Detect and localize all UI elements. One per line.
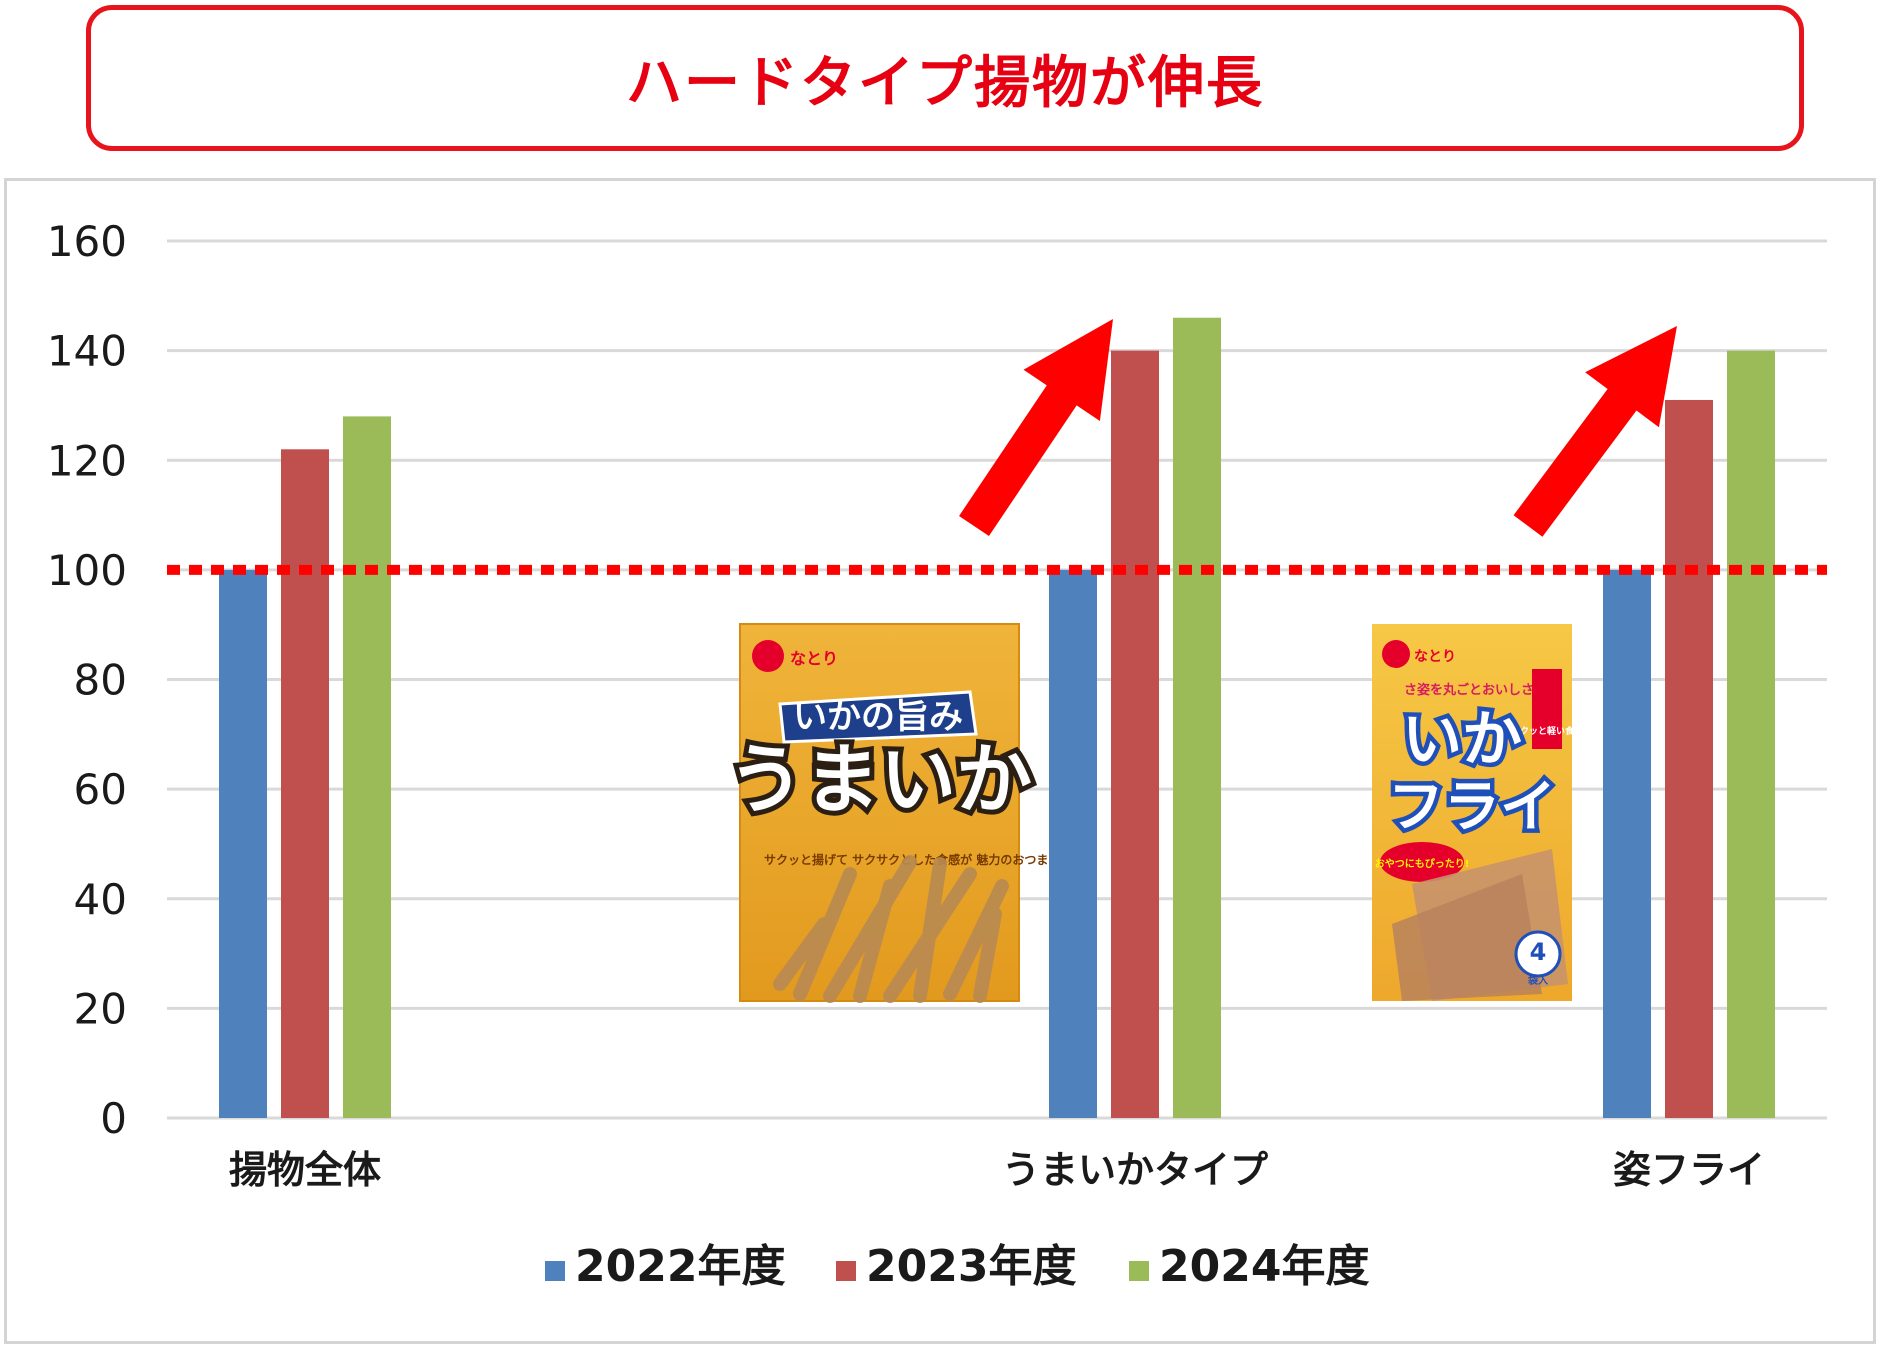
chart-title: ハードタイプ揚物が伸長 [626,50,1264,116]
bar [1665,399,1713,1118]
bar [1727,350,1775,1118]
legend-swatch [836,1261,856,1281]
bar-chart: なとり いかの旨み うまいか サクッと揚げて サクサクとした食感が 魅力のおつま… [47,217,1827,1292]
svg-text:なとり: なとり [1414,649,1456,665]
svg-text:袋入: 袋入 [1527,974,1548,987]
svg-text:うまいか: うまいか [728,735,1032,824]
x-category-label: 揚物全体 [229,1148,381,1192]
svg-text:いかの旨み: いかの旨み [793,697,963,737]
x-category-label: うまいかタイプ [1002,1148,1268,1192]
y-tick-label: 140 [47,327,127,376]
bar [1049,569,1097,1118]
legend-swatch [1129,1261,1149,1281]
legend-label: 2022年度 [575,1241,785,1292]
y-tick-label: 120 [47,436,127,485]
legend-label: 2023年度 [866,1241,1076,1292]
chart-frame: なとり いかの旨み うまいか サクッと揚げて サクサクとした食感が 魅力のおつま… [4,178,1876,1344]
y-tick-label: 160 [47,217,127,266]
bar [343,416,391,1118]
bar [281,449,329,1119]
svg-text:いか: いか [1402,705,1522,775]
growth-arrow-icon [959,319,1113,537]
svg-text:フライ: フライ [1388,775,1556,840]
growth-arrow-icon [1513,326,1677,537]
legend-label: 2024年度 [1159,1241,1369,1292]
ikafry-package-image: なとり さ姿を丸ごとおいしさ! サクッと軽い食感 いか フライ おやつにもぴった… [1372,624,1583,1001]
y-tick-label: 80 [74,656,127,705]
y-tick-label: 0 [100,1094,127,1143]
bar [1603,569,1651,1118]
y-tick-label: 100 [47,546,127,595]
bar [1173,317,1221,1118]
svg-text:サクッと揚げて サクサクとした食感が 魅力のおつまみです。: サクッと揚げて サクサクとした食感が 魅力のおつまみです。 [764,852,1095,867]
svg-text:サクッと軽い食感: サクッと軽い食感 [1511,725,1583,737]
y-tick-label: 60 [74,765,127,814]
title-banner: ハードタイプ揚物が伸長 [86,5,1804,151]
svg-text:さ姿を丸ごとおいしさ!: さ姿を丸ごとおいしさ! [1404,682,1540,698]
y-tick-label: 20 [74,984,127,1033]
umaika-package-image: なとり いかの旨み うまいか サクッと揚げて サクサクとした食感が 魅力のおつま… [723,623,1095,1003]
bar [219,569,267,1118]
svg-text:4: 4 [1530,938,1547,966]
svg-text:なとり: なとり [790,649,838,668]
y-tick-label: 40 [74,875,127,924]
x-category-label: 姿フライ [1613,1148,1765,1192]
legend-swatch [545,1261,565,1281]
svg-text:おやつにもぴったり!: おやつにもぴったり! [1375,857,1470,870]
bar [1111,350,1159,1118]
